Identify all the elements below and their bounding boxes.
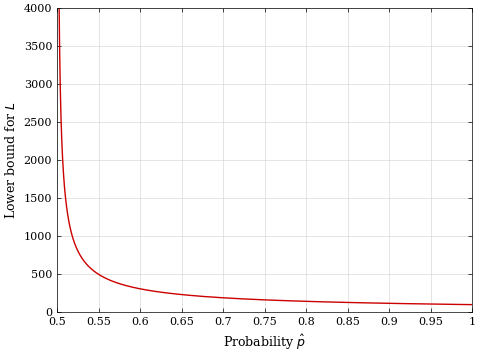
X-axis label: Probability $\hat{p}$: Probability $\hat{p}$ bbox=[223, 333, 306, 352]
Y-axis label: Lower bound for $L$: Lower bound for $L$ bbox=[4, 101, 18, 219]
